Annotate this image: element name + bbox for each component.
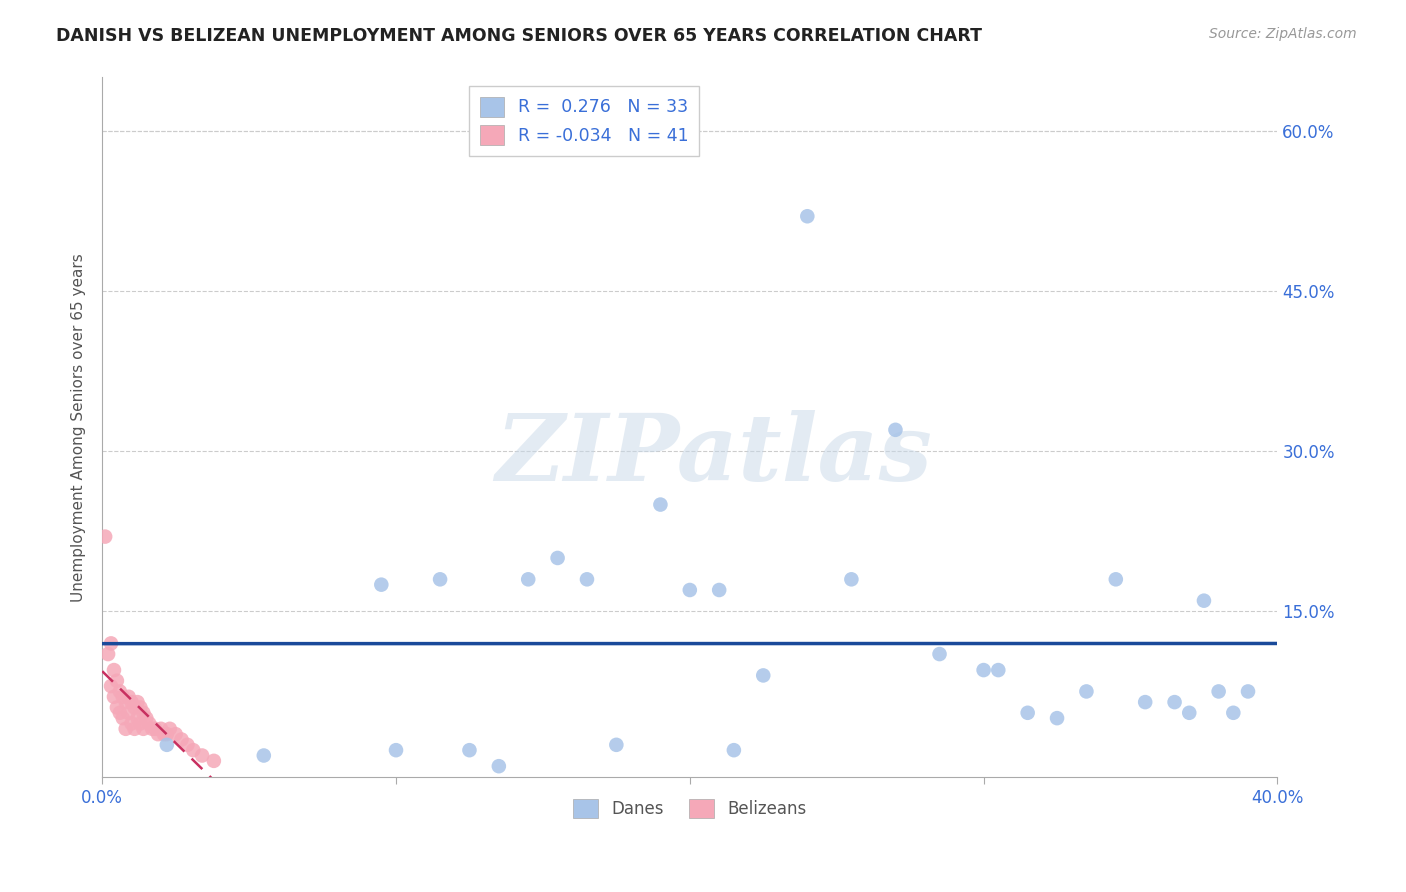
Point (458, 743, 481, 757)
Point (165, 727, 187, 741)
Point (105, 700, 128, 714)
Point (149, 722, 172, 736)
Point (141, 722, 163, 736)
Point (124, 700, 146, 714)
Point (841, 572, 863, 586)
Point (709, 582, 731, 597)
Point (1178, 706, 1201, 720)
Point (156, 727, 179, 741)
Point (121, 695, 143, 709)
Point (156, 738, 179, 752)
Point (138, 716, 160, 731)
Point (605, 738, 627, 752)
Point (517, 572, 540, 586)
Point (202, 754, 225, 768)
Point (1105, 572, 1128, 586)
Point (118, 706, 141, 720)
Point (111, 711, 134, 725)
Point (928, 647, 950, 661)
Point (1192, 593, 1215, 607)
Point (108, 706, 131, 720)
Point (679, 582, 702, 597)
Text: Source: ZipAtlas.com: Source: ZipAtlas.com (1209, 27, 1357, 41)
Point (723, 743, 745, 757)
Point (973, 663, 995, 677)
Point (124, 722, 146, 736)
Point (1163, 695, 1185, 709)
Point (181, 743, 204, 757)
Point (1208, 684, 1230, 698)
Point (100, 636, 122, 650)
Point (100, 679, 122, 693)
Point (105, 673, 128, 688)
Legend: Danes, Belizeans: Danes, Belizeans (567, 792, 813, 824)
Point (1017, 706, 1039, 720)
Point (575, 572, 598, 586)
Point (153, 727, 176, 741)
Point (127, 695, 149, 709)
Point (111, 690, 134, 704)
Point (103, 663, 125, 677)
Point (884, 423, 907, 437)
Point (159, 722, 181, 736)
Point (650, 498, 672, 512)
Point (987, 663, 1010, 677)
Y-axis label: Unemployment Among Seniors over 65 years: Unemployment Among Seniors over 65 years (72, 252, 86, 601)
Point (796, 209, 818, 223)
Point (121, 716, 143, 731)
Point (129, 716, 152, 731)
Text: DANISH VS BELIZEAN UNEMPLOYMENT AMONG SENIORS OVER 65 YEARS CORRELATION CHART: DANISH VS BELIZEAN UNEMPLOYMENT AMONG SE… (56, 27, 983, 45)
Point (1237, 684, 1260, 698)
Point (170, 732, 193, 747)
Point (429, 572, 451, 586)
Point (1046, 711, 1069, 725)
Point (143, 722, 166, 736)
Point (94, 530, 117, 544)
Point (253, 748, 276, 763)
Point (488, 759, 510, 773)
Point (127, 711, 149, 725)
Point (370, 577, 392, 591)
Point (547, 551, 569, 566)
Point (114, 722, 136, 736)
Point (385, 743, 408, 757)
Point (1076, 684, 1098, 698)
Point (108, 684, 131, 698)
Point (118, 690, 141, 704)
Point (176, 738, 198, 752)
Point (103, 690, 125, 704)
Point (97, 647, 120, 661)
Point (1222, 706, 1244, 720)
Point (146, 727, 169, 741)
Point (129, 700, 152, 714)
Point (114, 695, 136, 709)
Point (132, 722, 155, 736)
Point (752, 668, 775, 682)
Point (132, 706, 155, 720)
Point (1135, 695, 1157, 709)
Point (191, 748, 214, 763)
Point (135, 711, 157, 725)
Text: ZIPatlas: ZIPatlas (495, 410, 932, 500)
